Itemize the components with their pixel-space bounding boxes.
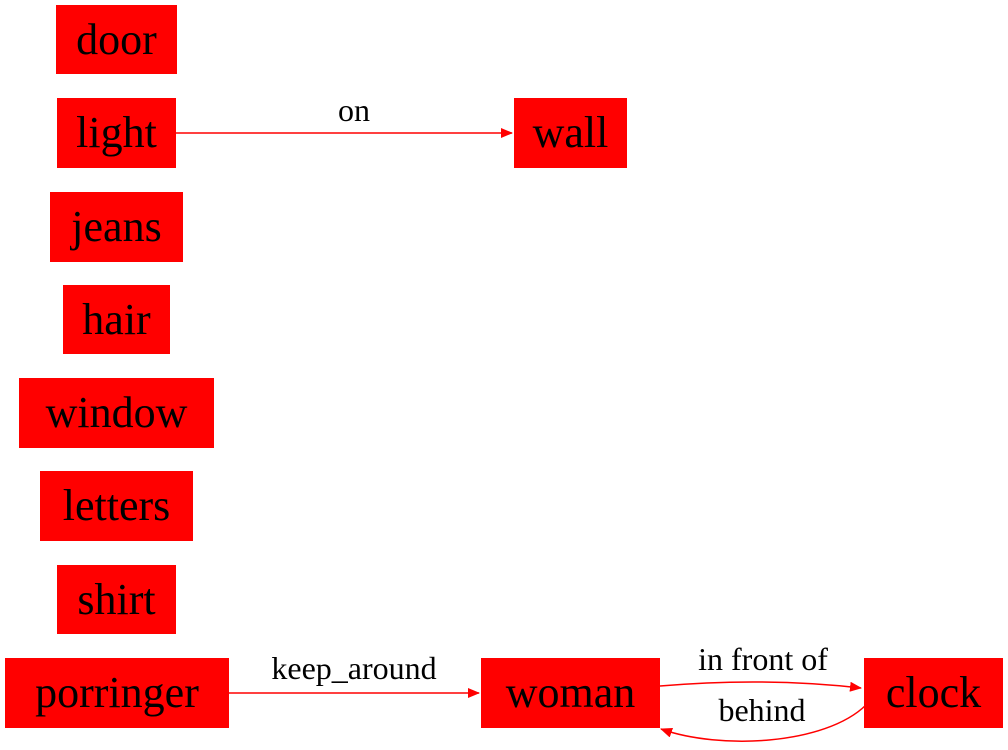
node-jeans: jeans bbox=[50, 192, 183, 262]
node-clock-label: clock bbox=[886, 668, 981, 717]
node-window-label: window bbox=[46, 388, 188, 437]
edge-porringer-woman: keep_around bbox=[229, 650, 480, 698]
edge-clock-woman-line bbox=[660, 704, 867, 742]
node-wall-box bbox=[514, 98, 627, 168]
node-shirt-label: shirt bbox=[77, 575, 155, 624]
node-hair: hair bbox=[63, 285, 170, 354]
node-door-label: door bbox=[76, 15, 157, 64]
node-hair-label: hair bbox=[82, 295, 151, 344]
node-wall-label: wall bbox=[533, 108, 609, 157]
node-clock: clock bbox=[864, 658, 1003, 728]
edge-clock-woman: behind bbox=[660, 692, 867, 742]
node-porringer-label: porringer bbox=[35, 668, 199, 717]
edge-woman-clock-label: in front of bbox=[698, 641, 828, 677]
node-window: window bbox=[19, 378, 214, 448]
node-jeans-box bbox=[50, 192, 183, 262]
node-light: light bbox=[57, 98, 176, 168]
node-hair-box bbox=[63, 285, 170, 354]
node-wall: wall bbox=[514, 98, 627, 168]
node-woman: woman bbox=[481, 658, 660, 728]
node-jeans-label: jeans bbox=[69, 202, 161, 251]
node-light-box bbox=[57, 98, 176, 168]
node-light-label: light bbox=[76, 108, 157, 157]
node-clock-box bbox=[864, 658, 1003, 728]
edge-clock-woman-label: behind bbox=[718, 692, 805, 728]
node-door: door bbox=[56, 5, 177, 74]
node-porringer: porringer bbox=[5, 658, 229, 728]
node-door-box bbox=[56, 5, 177, 74]
node-letters-box bbox=[40, 471, 193, 541]
node-window-box bbox=[19, 378, 214, 448]
edge-porringer-woman-label: keep_around bbox=[271, 650, 436, 686]
node-woman-label: woman bbox=[506, 668, 636, 717]
node-porringer-box bbox=[5, 658, 229, 728]
edge-woman-clock-line bbox=[659, 681, 862, 692]
node-woman-box bbox=[481, 658, 660, 728]
node-letters-label: letters bbox=[63, 481, 171, 530]
node-shirt-box bbox=[57, 565, 176, 634]
edge-light-wall: on bbox=[176, 92, 513, 138]
edge-light-wall-label: on bbox=[338, 92, 370, 128]
edge-woman-clock: in front of bbox=[659, 641, 862, 692]
node-shirt: shirt bbox=[57, 565, 176, 634]
node-letters: letters bbox=[40, 471, 193, 541]
